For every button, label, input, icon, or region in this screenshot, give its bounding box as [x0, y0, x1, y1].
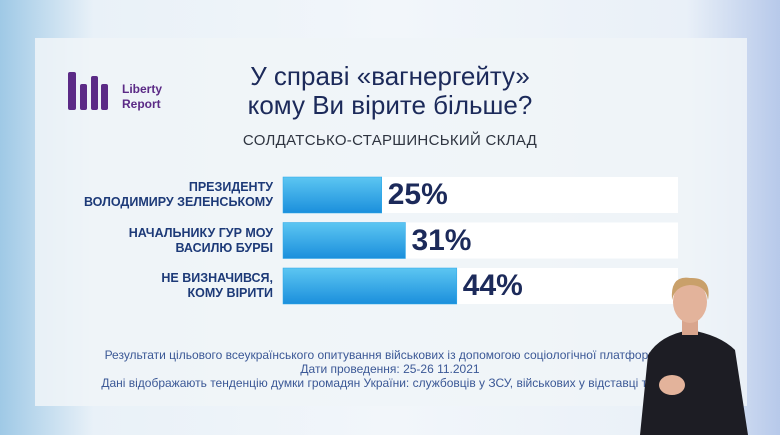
- category-label: НАЧАЛЬНИКУ ГУР МОУ ВАСИЛЮ БУРБІ: [128, 225, 273, 255]
- footnote: Результати цільового всеукраїнського опи…: [104, 348, 676, 362]
- chart-title: У справі «вагнергейту» кому Ви вірите бі…: [247, 61, 533, 120]
- footnote: Дані відображають тенденцію думки громад…: [101, 376, 679, 390]
- bar: [282, 267, 458, 305]
- bar: [282, 222, 406, 259]
- value-label: 44%: [462, 269, 523, 302]
- bar: [282, 176, 382, 214]
- logo-mark: [68, 72, 108, 110]
- footnote: Дати проведення: 25-26 11.2021: [300, 362, 480, 376]
- category-label: НЕ ВИЗНАЧИВСЯ, КОМУ ВІРИТИ: [161, 271, 273, 300]
- panel: [35, 38, 747, 406]
- category-label: ПРЕЗИДЕНТУ ВОЛОДИМИРУ ЗЕЛЕНСЬКОМУ: [83, 180, 273, 209]
- chart-subtitle: СОЛДАТСЬКО-СТАРШИНСЬКИЙ СКЛАД: [242, 132, 538, 149]
- value-label: 25%: [387, 178, 448, 211]
- logo-text: Liberty Report: [122, 82, 163, 111]
- value-label: 31%: [411, 223, 472, 257]
